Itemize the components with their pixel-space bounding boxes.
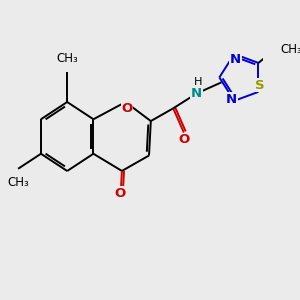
Text: CH₃: CH₃ [56,52,78,64]
Text: N: N [230,53,241,66]
Text: O: O [178,134,189,146]
Text: N: N [191,87,202,100]
Text: O: O [115,187,126,200]
Text: O: O [121,102,133,115]
Text: CH₃: CH₃ [280,43,300,56]
Text: H: H [194,77,202,87]
Text: S: S [255,79,265,92]
Text: CH₃: CH₃ [7,176,29,189]
Text: N: N [226,93,237,106]
